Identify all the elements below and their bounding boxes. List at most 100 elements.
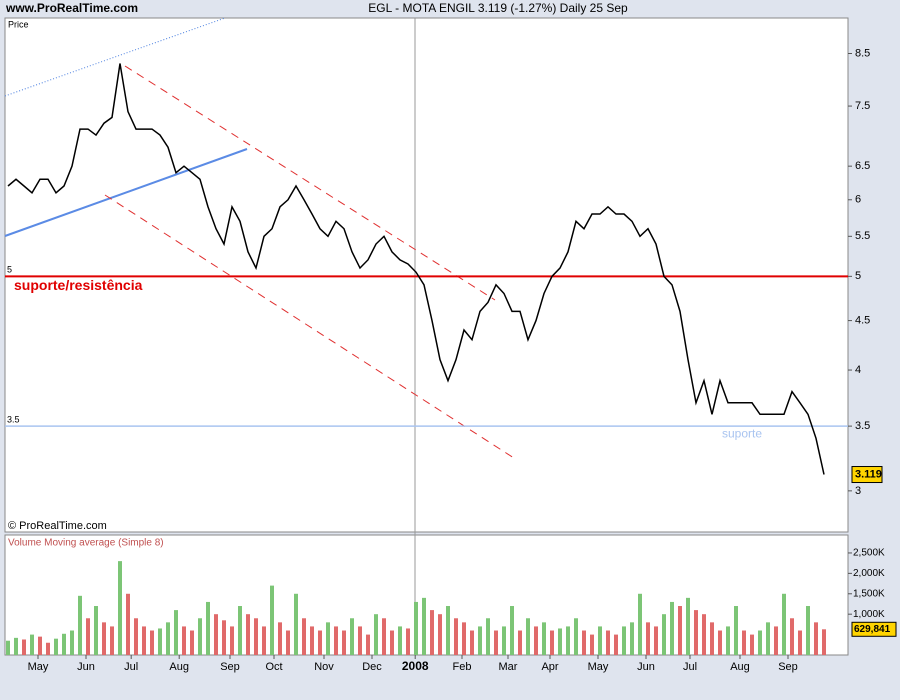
volume-bar	[814, 622, 818, 655]
volume-bar	[582, 630, 586, 655]
x-tick-label: Aug	[169, 661, 189, 673]
volume-bar	[54, 638, 58, 655]
volume-bar	[398, 626, 402, 655]
volume-bar	[78, 595, 82, 655]
volume-bar	[134, 618, 138, 655]
volume-bar	[622, 626, 626, 655]
volume-bar	[102, 622, 106, 655]
volume-bar	[518, 630, 522, 655]
volume-bar	[662, 614, 666, 655]
y-label: Price	[8, 19, 29, 29]
volume-bar	[366, 634, 370, 655]
trend-line	[104, 194, 518, 461]
x-tick-label: Jul	[683, 661, 697, 673]
level-label: suporte/resistência	[14, 277, 143, 293]
volume-bar	[726, 626, 730, 655]
last-volume: 629,841	[854, 624, 891, 635]
volume-bar	[350, 618, 354, 655]
volume-bar	[710, 622, 714, 655]
volume-bar	[190, 630, 194, 655]
volume-bar	[630, 622, 634, 655]
volume-bar	[446, 606, 450, 655]
volume-bar	[566, 626, 570, 655]
x-tick-label: Feb	[453, 661, 472, 673]
volume-bar	[758, 630, 762, 655]
volume-bar	[166, 622, 170, 655]
volume-bar	[278, 622, 282, 655]
trend-line	[4, 148, 248, 237]
volume-bar	[742, 630, 746, 655]
y-tick-label: 5	[855, 270, 861, 282]
y-tick-label: 6	[855, 194, 861, 206]
volume-bar	[46, 642, 50, 655]
volume-bar	[766, 622, 770, 655]
x-tick-label: Nov	[314, 661, 334, 673]
y-tick-label: 1,500K	[853, 588, 885, 599]
volume-bar	[734, 606, 738, 655]
volume-bar	[70, 630, 74, 655]
volume-bar	[182, 626, 186, 655]
volume-title: Volume Moving average (Simple 8)	[8, 538, 164, 549]
volume-bar	[798, 630, 802, 655]
volume-bar	[342, 630, 346, 655]
volume-bar	[534, 626, 538, 655]
volume-bar	[246, 614, 250, 655]
x-tick-label: Oct	[265, 661, 282, 673]
volume-bar	[22, 639, 26, 655]
volume-bar	[422, 597, 426, 655]
price-panel	[4, 17, 849, 533]
level-value: 5	[7, 265, 12, 275]
price-line	[7, 63, 825, 475]
volume-bar	[198, 618, 202, 655]
y-tick-label: 6.5	[855, 160, 870, 172]
x-tick-label: Jun	[77, 661, 95, 673]
volume-bar	[374, 614, 378, 655]
y-tick-label: 2,500K	[853, 548, 885, 559]
volume-bar	[326, 622, 330, 655]
volume-bar	[606, 630, 610, 655]
volume-bar	[502, 626, 506, 655]
volume-bar	[318, 630, 322, 655]
volume-bar	[222, 620, 226, 655]
volume-bar	[254, 618, 258, 655]
y-tick-label: 5.5	[855, 230, 870, 242]
volume-bar	[62, 633, 66, 655]
volume-bar	[206, 601, 210, 655]
volume-bar	[462, 622, 466, 655]
volume-bar	[454, 618, 458, 655]
x-tick-label: Mar	[499, 661, 518, 673]
volume-bar	[550, 630, 554, 655]
x-tick-label: May	[28, 661, 49, 673]
volume-bar	[430, 610, 434, 655]
volume-bar	[750, 634, 754, 655]
volume-bar	[262, 626, 266, 655]
volume-bar	[790, 618, 794, 655]
volume-bar	[486, 618, 490, 655]
volume-bar	[142, 626, 146, 655]
volume-bar	[94, 606, 98, 655]
volume-bar	[590, 634, 594, 655]
volume-bar	[614, 634, 618, 655]
volume-bar	[654, 626, 658, 655]
volume-bar	[470, 630, 474, 655]
volume-bar	[382, 618, 386, 655]
volume-bar	[782, 593, 786, 655]
y-tick-label: 3.5	[855, 420, 870, 432]
volume-bar	[526, 618, 530, 655]
x-tick-label: 2008	[402, 659, 429, 673]
x-tick-label: Aug	[730, 661, 750, 673]
y-tick-label: 7.5	[855, 100, 870, 112]
volume-bar	[686, 597, 690, 655]
volume-bar	[822, 629, 826, 655]
level-value: 3.5	[7, 414, 20, 424]
volume-bar	[718, 630, 722, 655]
x-tick-label: Dec	[362, 661, 382, 673]
volume-bar	[638, 593, 642, 655]
volume-bar	[230, 626, 234, 655]
volume-bar	[646, 622, 650, 655]
volume-bar	[14, 637, 18, 655]
volume-bar	[126, 593, 130, 655]
volume-bar	[238, 606, 242, 655]
volume-bar	[694, 610, 698, 655]
